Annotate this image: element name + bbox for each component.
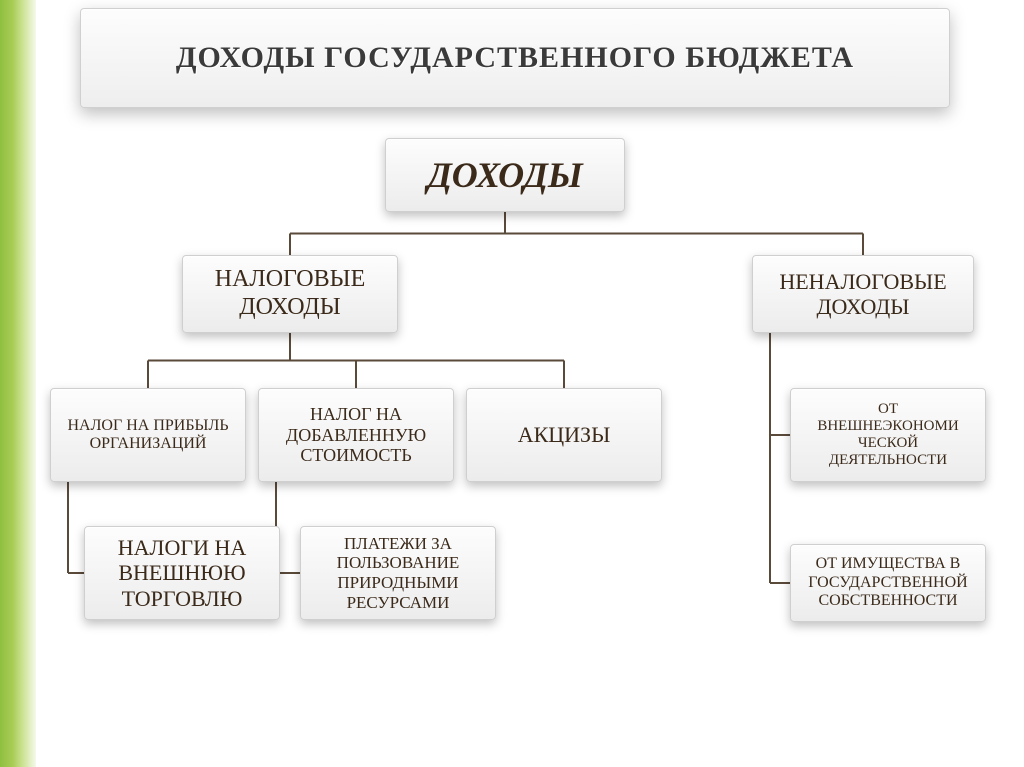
node-nat_res: ПЛАТЕЖИ ЗАПОЛЬЗОВАНИЕПРИРОДНЫМИРЕСУРСАМИ [300,526,496,620]
title-bar: ДОХОДЫ ГОСУДАРСТВЕННОГО БЮДЖЕТА [80,8,950,108]
node-root: ДОХОДЫ [385,138,625,212]
node-vat: НАЛОГ НАДОБАВЛЕННУЮСТОИМОСТЬ [258,388,454,482]
node-foreign_econ: ОТВНЕШНЕЭКОНОМИЧЕСКОЙДЕЯТЕЛЬНОСТИ [790,388,986,482]
node-trade_tax: НАЛОГИ НАВНЕШНЮЮТОРГОВЛЮ [84,526,280,620]
node-state_prop: ОТ ИМУЩЕСТВА ВГОСУДАРСТВЕННОЙСОБСТВЕННОС… [790,544,986,622]
node-profit_tax: НАЛОГ НА ПРИБЫЛЬОРГАНИЗАЦИЙ [50,388,246,482]
connector-layer [0,0,1024,767]
node-tax: НАЛОГОВЫЕДОХОДЫ [182,255,398,333]
accent-stripe [0,0,36,767]
node-nontax: НЕНАЛОГОВЫЕДОХОДЫ [752,255,974,333]
page-title: ДОХОДЫ ГОСУДАРСТВЕННОГО БЮДЖЕТА [176,41,854,75]
node-excise: АКЦИЗЫ [466,388,662,482]
